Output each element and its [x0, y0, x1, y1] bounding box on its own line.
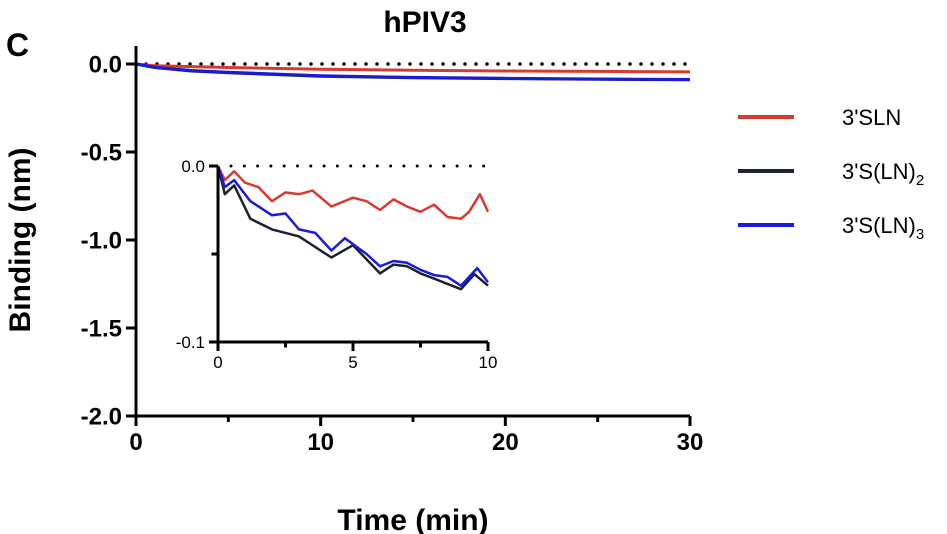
legend-label: 3'S(LN)3 [842, 213, 924, 243]
inset-series-line-1 [216, 165, 489, 291]
inset-series-line-2 [216, 165, 489, 287]
chart-title: hPIV3 [383, 6, 466, 39]
inset-x-tick-label: 10 [479, 353, 498, 372]
main-x-tick-label: 20 [492, 429, 519, 456]
inset-y-tick-label: -0.1 [176, 333, 205, 352]
main-x-tick-label: 30 [677, 429, 704, 456]
inset-y-tick-label: 0.0 [181, 157, 205, 176]
inset-series-line-0 [216, 165, 490, 221]
legend: 3'SLN 3'S(LN)2 3'S(LN)3 [738, 105, 924, 243]
main-x-tick-label: 10 [307, 429, 334, 456]
inset-x-tick-label: 0 [213, 353, 222, 372]
main-y-tick-label: -1.0 [81, 227, 122, 254]
main-series-line-0 [135, 62, 691, 74]
panel-label: C [6, 27, 29, 63]
inset-x-tick-label: 5 [348, 353, 357, 372]
main-y-tick-label: -0.5 [81, 139, 122, 166]
main-y-tick-label: -1.5 [81, 315, 122, 342]
main-y-tick-label: 0.0 [89, 51, 122, 78]
x-axis-label: Time (min) [337, 504, 488, 534]
main-x-tick-label: 0 [129, 429, 142, 456]
legend-label: 3'S(LN)2 [842, 159, 924, 189]
y-axis-label: Binding (nm) [4, 148, 37, 333]
main-series-line-2 [135, 62, 691, 81]
main-y-tick-label: -2.0 [81, 403, 122, 430]
legend-label: 3'SLN [842, 105, 901, 130]
